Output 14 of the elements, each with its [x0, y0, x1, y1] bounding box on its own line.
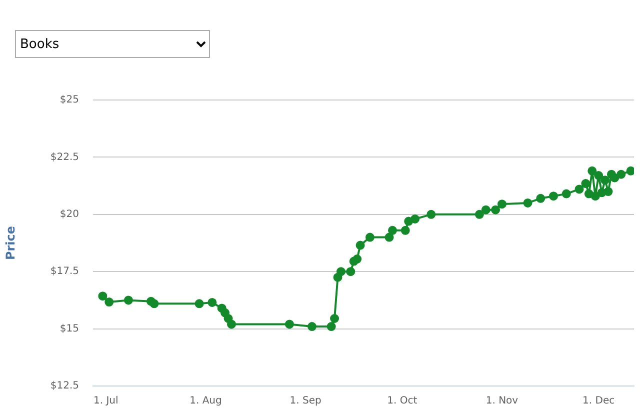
y-tick-label: $15 — [60, 323, 80, 334]
x-tick-label: 1. Aug — [190, 396, 222, 407]
x-tick-label: 1. Jul — [94, 396, 118, 407]
y-tick-label: $17.5 — [50, 266, 80, 278]
x-tick-label: 1. Nov — [486, 396, 518, 407]
category-dropdown: Books — [15, 30, 210, 58]
y-tick-label: $22.5 — [50, 152, 80, 163]
x-tick-label: 1. Oct — [387, 396, 418, 407]
x-tick-label: 1. Dec — [582, 396, 615, 407]
y-tick-label: $25 — [60, 94, 80, 106]
y-tick-label: $12.5 — [50, 380, 80, 392]
y-axis-title: Price — [3, 226, 18, 260]
x-tick-label: 1. Sep — [290, 396, 322, 407]
y-tick-label: $20 — [60, 208, 80, 220]
